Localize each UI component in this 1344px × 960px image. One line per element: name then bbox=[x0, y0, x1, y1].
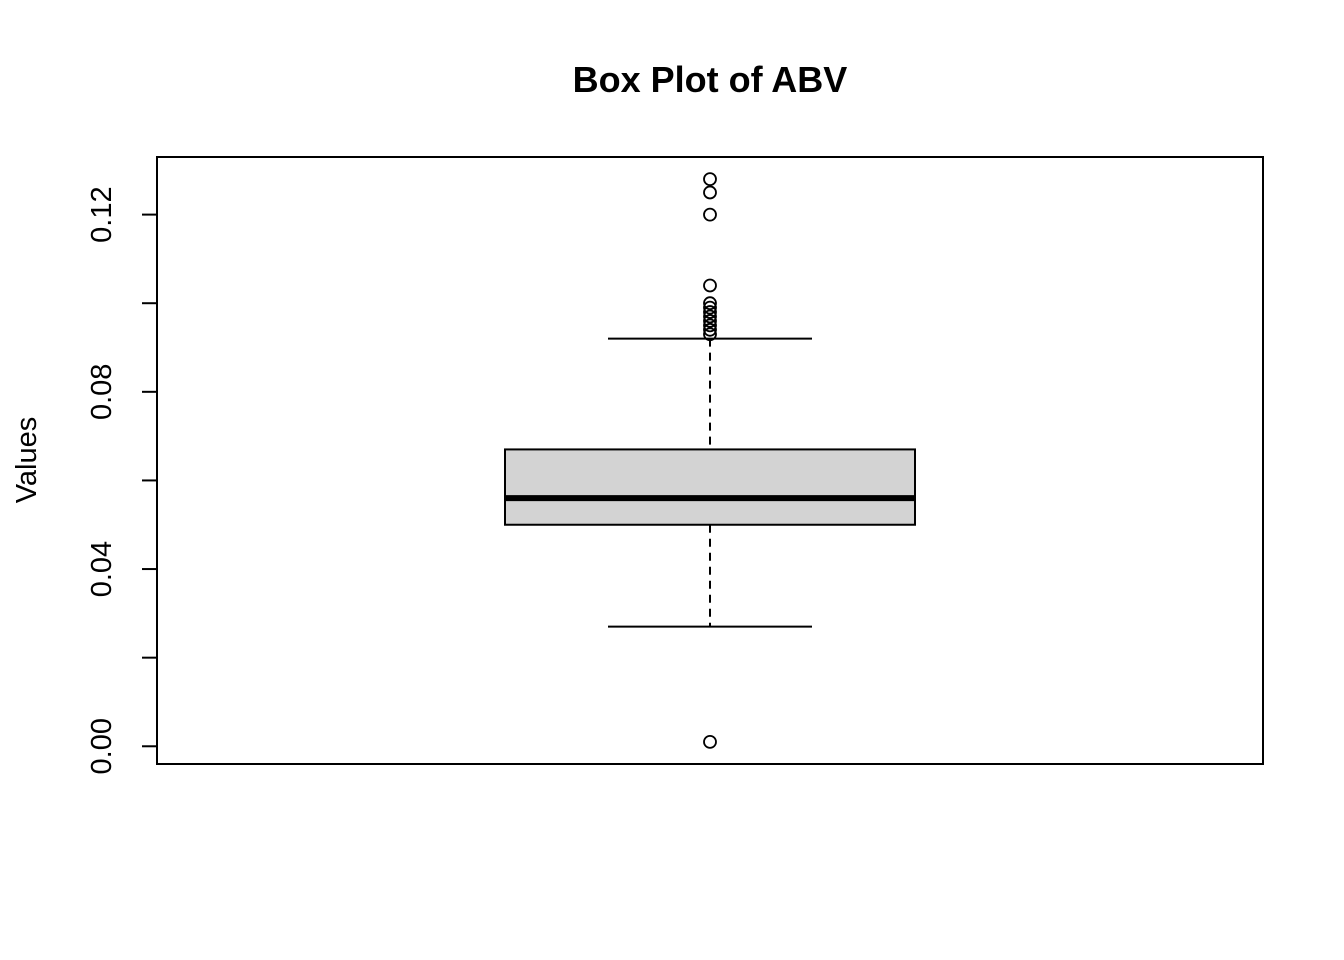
outlier-point bbox=[703, 322, 717, 337]
outlier-group bbox=[703, 172, 717, 749]
outlier-point bbox=[703, 305, 717, 319]
outlier-point bbox=[703, 278, 717, 293]
outlier-point bbox=[703, 314, 717, 328]
iqr-box bbox=[504, 448, 916, 526]
chart-title: Box Plot of ABV bbox=[573, 59, 848, 100]
outlier-point bbox=[703, 327, 717, 342]
y-axis: 0.00 0.04 0.08 0.12 bbox=[86, 186, 158, 775]
y-axis-label: Values bbox=[11, 417, 43, 504]
y-tick-label: 0.04 bbox=[86, 541, 118, 597]
outlier-point bbox=[703, 172, 717, 187]
y-tick-label: 0.00 bbox=[86, 718, 118, 774]
outlier-point bbox=[703, 207, 717, 222]
y-tick-label: 0.12 bbox=[86, 186, 118, 242]
outlier-point bbox=[703, 296, 717, 311]
outlier-point bbox=[703, 318, 717, 333]
box-group bbox=[504, 337, 916, 628]
y-tick-label: 0.08 bbox=[86, 364, 118, 420]
outlier-point bbox=[703, 300, 717, 315]
outlier-point bbox=[703, 309, 717, 324]
outlier-point bbox=[703, 734, 717, 749]
outlier-point bbox=[703, 185, 717, 200]
